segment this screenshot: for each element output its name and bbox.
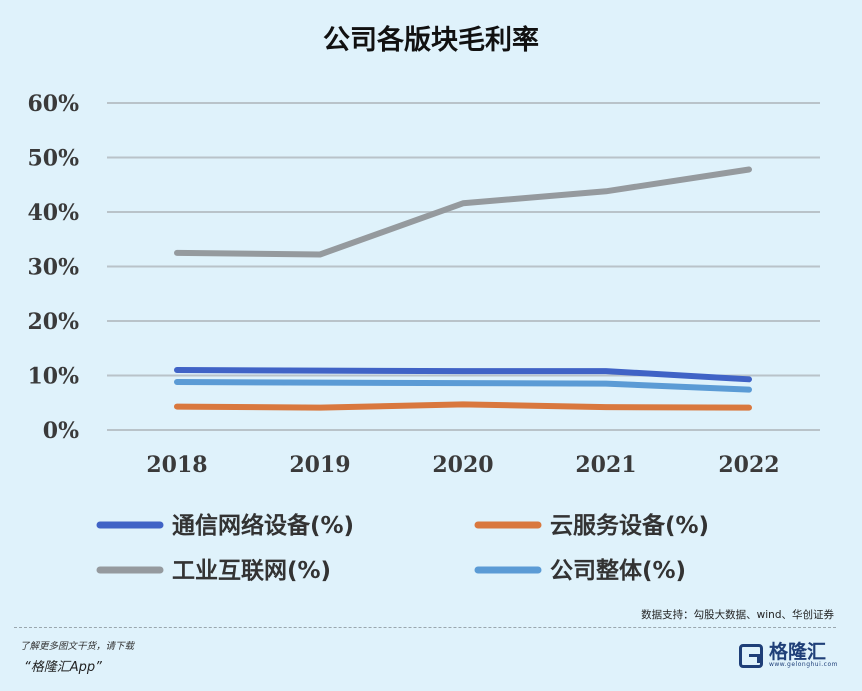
y-tick-label: 30%	[27, 255, 79, 281]
source-note: 数据支持：勾股大数据、wind、华创证券	[641, 609, 834, 621]
legend-label: 通信网络设备(%)	[172, 512, 354, 539]
legend: 通信网络设备(%) 云服务设备(%) 工业互联网(%) 公司整体(%)	[96, 512, 709, 584]
logo-url: www.gelonghui.com	[768, 661, 838, 668]
legend-label: 公司整体(%)	[550, 557, 686, 584]
y-tick-label: 50%	[27, 146, 79, 172]
series-lines	[174, 166, 752, 411]
x-tick-label: 2019	[289, 452, 350, 478]
x-tick-label: 2021	[575, 452, 636, 478]
y-axis-ticks: 0% 10% 20% 30% 40% 50% 60%	[27, 91, 79, 444]
logo-icon	[738, 643, 763, 668]
grid-lines	[107, 102, 820, 431]
series-line	[174, 367, 752, 383]
legend-label: 云服务设备(%)	[550, 512, 709, 539]
y-tick-label: 40%	[27, 200, 79, 226]
x-tick-label: 2020	[432, 452, 493, 478]
footer-divider	[14, 627, 836, 628]
y-tick-label: 20%	[27, 309, 79, 335]
x-tick-label: 2022	[718, 452, 779, 478]
legend-label: 工业互联网(%)	[172, 558, 331, 584]
chart-title: 公司各版块毛利率	[323, 25, 539, 56]
x-tick-label: 2018	[146, 452, 207, 478]
footer-promo: 了解更多图文干货，请下载	[20, 641, 135, 652]
footer-app-name: “格隆汇App”	[24, 660, 102, 675]
y-tick-label: 0%	[43, 418, 79, 444]
gelonghui-logo: 格隆汇 www.gelonghui.com	[738, 641, 838, 668]
series-line	[174, 166, 752, 258]
x-axis-ticks: 2018 2019 2020 2021 2022	[146, 452, 779, 478]
series-line	[174, 379, 752, 393]
y-tick-label: 60%	[27, 91, 79, 117]
series-line	[174, 401, 752, 411]
y-tick-label: 10%	[27, 364, 79, 390]
logo-name: 格隆汇	[768, 641, 826, 663]
line-chart: 0% 10% 20% 30% 40% 50% 60% 2018 2019 2020 2021 202…	[27, 91, 820, 584]
